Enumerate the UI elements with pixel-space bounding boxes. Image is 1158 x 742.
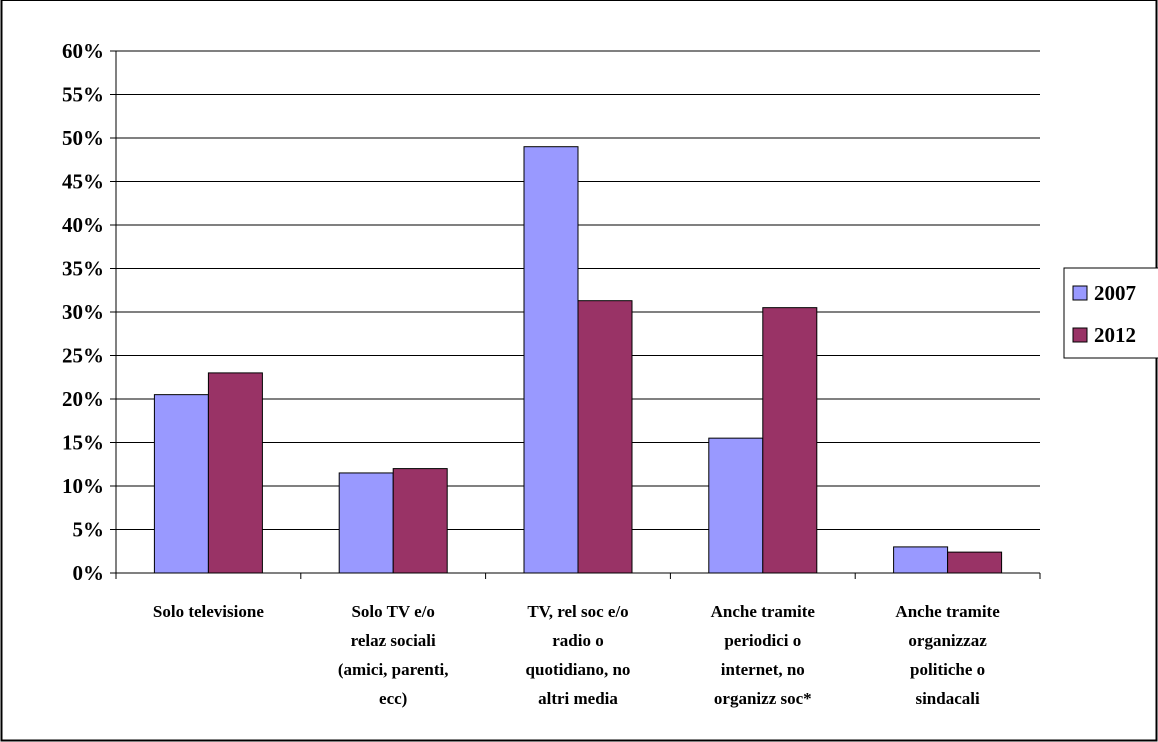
legend-box xyxy=(1063,267,1158,359)
bar-2007-2 xyxy=(523,146,579,574)
legend-swatch-2012 xyxy=(1072,327,1088,343)
legend-swatch-2007 xyxy=(1072,285,1088,301)
x-category-labels: Solo televisione Solo TV e/o relaz sociali… xyxy=(153,602,1000,708)
bar-2012-0 xyxy=(207,372,263,574)
y-tick-label: 25% xyxy=(62,344,104,368)
bars xyxy=(153,146,1003,574)
x-category-label: Anche tramite organizzaz politiche o sindac… xyxy=(895,602,1000,708)
bar-2007-4 xyxy=(893,546,949,574)
bar-2007-0 xyxy=(153,394,209,574)
y-tick-labels: 0% 5% 10% 15% 20% 25% 30% 35% 40% 45% 50% 55% 60% xyxy=(62,39,104,585)
y-tick-label: 60% xyxy=(62,39,104,63)
y-tick-label: 30% xyxy=(62,300,104,324)
y-tick-label: 15% xyxy=(62,431,104,455)
legend: 2007 2012 xyxy=(1063,267,1158,359)
bar-2012-4 xyxy=(947,551,1003,574)
y-tick-label: 10% xyxy=(62,474,104,498)
axes xyxy=(110,50,1041,579)
y-tick-label: 20% xyxy=(62,387,104,411)
x-category-label: Solo televisione xyxy=(153,602,264,621)
bar-2007-3 xyxy=(708,437,764,574)
x-category-label: Anche tramite periodici o internet, no orga… xyxy=(711,602,816,708)
legend-label-2007: 2007 xyxy=(1094,281,1136,305)
legend-label-2012: 2012 xyxy=(1094,323,1136,347)
bar-2007-1 xyxy=(338,472,394,574)
bar-2012-1 xyxy=(392,468,448,574)
y-tick-label: 50% xyxy=(62,126,104,150)
y-tick-label: 35% xyxy=(62,257,104,281)
y-tick-label: 5% xyxy=(73,518,105,542)
bar-2012-2 xyxy=(577,300,633,574)
x-category-label: Solo TV e/o relaz sociali (amici, parenti,… xyxy=(338,602,449,708)
y-tick-label: 40% xyxy=(62,213,104,237)
y-tick-label: 45% xyxy=(62,170,104,194)
y-tick-label: 0% xyxy=(73,561,105,585)
bar-2012-3 xyxy=(762,307,818,574)
x-category-label: TV, rel soc e/o radio o quotidiano, no altr… xyxy=(526,602,631,708)
y-tick-label: 55% xyxy=(62,83,104,107)
